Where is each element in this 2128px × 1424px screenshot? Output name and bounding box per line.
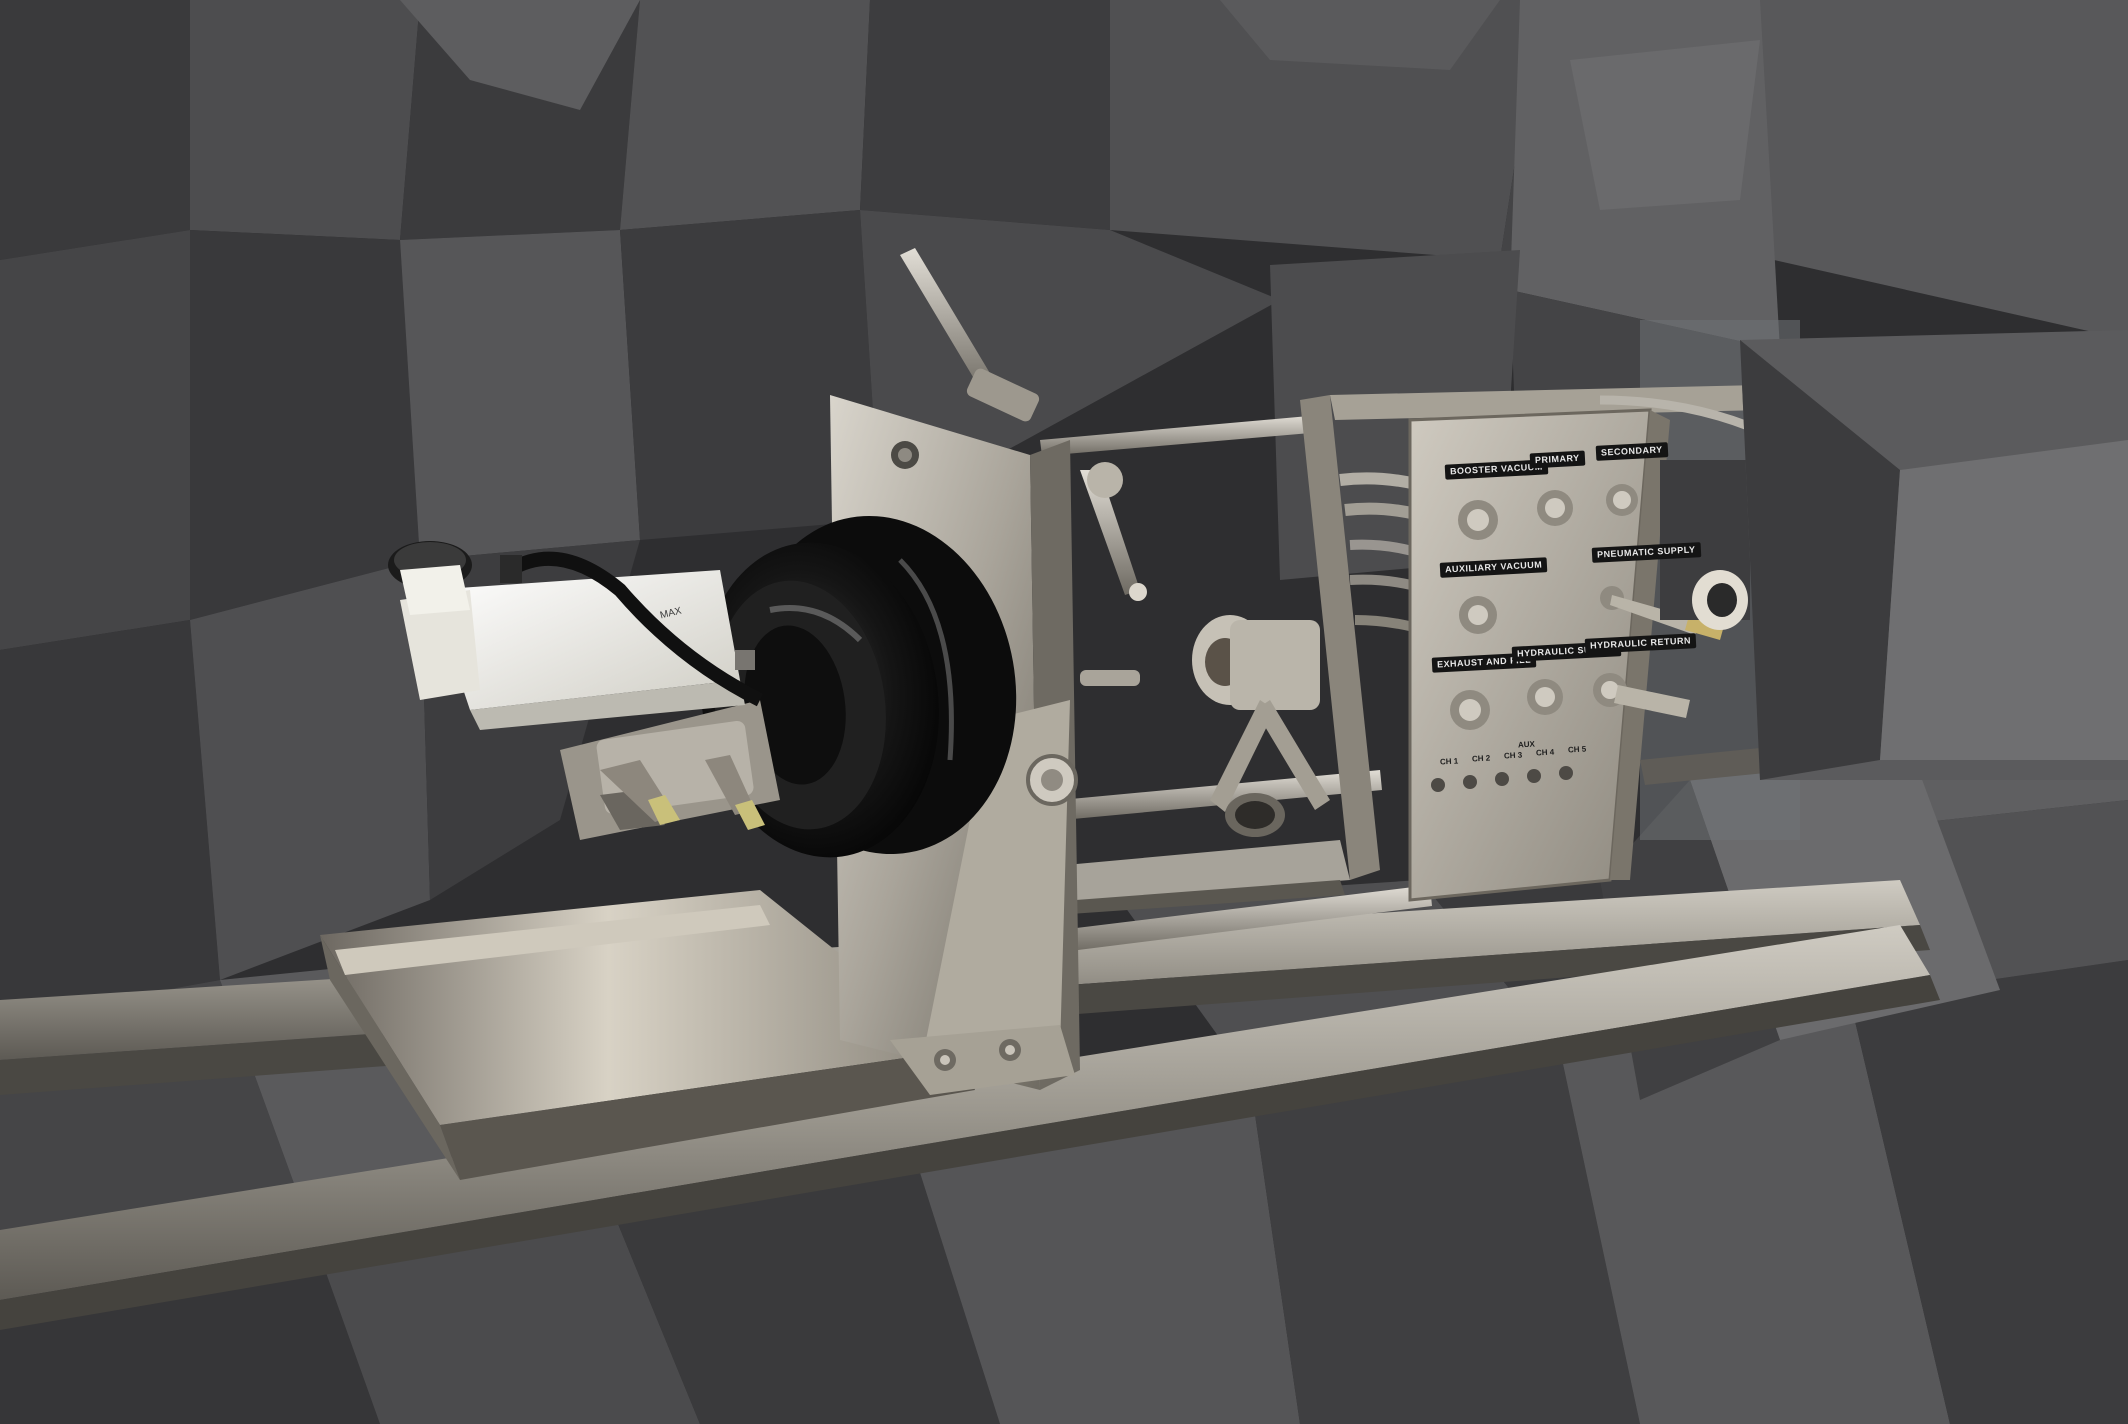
label-primary: PRIMARY [1529,450,1586,469]
drip-tray [320,890,975,1180]
load-cylinder [1192,615,1330,837]
rear-assembly [1640,460,1795,785]
channel-label-4: CH 4 [1535,747,1555,758]
channel-group-header: AUX [1517,739,1536,750]
channel-label-3: CH 3 [1503,750,1523,761]
channel-label-5: CH 5 [1567,744,1587,755]
master-cylinder [560,700,780,840]
clamp-lever [900,248,1147,686]
vacuum-booster [701,515,1017,858]
channel-label-1: CH 1 [1439,756,1459,767]
brake-fluid-reservoir [388,541,764,730]
channel-label-2: CH 2 [1471,753,1491,764]
